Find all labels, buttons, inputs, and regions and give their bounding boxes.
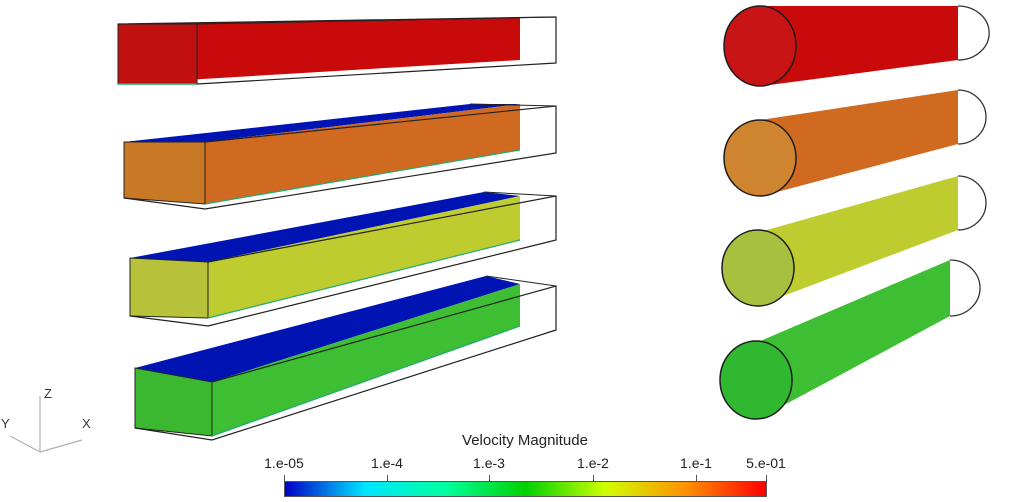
rect-duct-4-side (212, 284, 520, 436)
circ-duct-4 (719, 259, 981, 420)
rect-duct-1-face (118, 18, 520, 84)
colorbar-tick-mark (284, 475, 285, 482)
axis-y-label: Y (1, 416, 10, 431)
colorbar-tick-mark (489, 475, 490, 482)
colorbar-tick-label: 1.e-1 (680, 455, 712, 471)
rect-duct-2-side (205, 104, 520, 204)
colorbar-tick-label: 1.e-4 (371, 455, 403, 471)
rect-duct-3-top (130, 192, 520, 262)
colorbar-tick-label: 1.e-3 (473, 455, 505, 471)
colorbar-tick-label: 1.e-2 (577, 455, 609, 471)
circ-duct-1 (723, 5, 990, 87)
rect-duct-3-front-face (129, 257, 209, 319)
rect-duct-2-front-face (123, 141, 206, 205)
colorbar-tick-mark (387, 475, 388, 482)
rect-duct-1-wireframe (117, 16, 557, 85)
rect-duct-2 (123, 103, 557, 210)
circ-duct-1-body (760, 6, 958, 86)
circ-duct-2 (723, 89, 987, 197)
colorbar (284, 481, 767, 497)
rect-duct-4-top (135, 276, 520, 382)
orientation-axes (9, 396, 83, 453)
rect-duct-1-front-face (117, 23, 198, 85)
colorbar-tick-label: 5.e-01 (746, 455, 786, 471)
rect-duct-4 (134, 275, 557, 441)
colorbar-tick-mark (593, 475, 594, 482)
rect-duct-1 (117, 16, 557, 85)
axis-x-label: X (82, 416, 91, 431)
circ-duct-2-body (760, 90, 958, 196)
colorbar-tick-mark (766, 475, 767, 482)
colorbar-title: Velocity Magnitude (462, 432, 588, 449)
circ-duct-3-cap (721, 229, 795, 307)
circ-duct-4-cap (719, 340, 793, 420)
rect-duct-3-side (208, 196, 520, 318)
circ-duct-3 (721, 175, 987, 307)
colorbar-tick-label: 1.e-05 (264, 455, 304, 471)
axis-z-label: Z (44, 386, 52, 401)
circ-duct-1-rim (957, 5, 990, 61)
rect-duct-3 (129, 191, 557, 327)
circ-duct-1-cap (723, 5, 797, 87)
circ-duct-2-cap (723, 119, 797, 197)
circ-duct-3-body (760, 176, 958, 304)
circ-duct-4-body (758, 260, 950, 418)
rect-duct-2-top (124, 104, 520, 142)
colorbar-tick-mark (696, 475, 697, 482)
